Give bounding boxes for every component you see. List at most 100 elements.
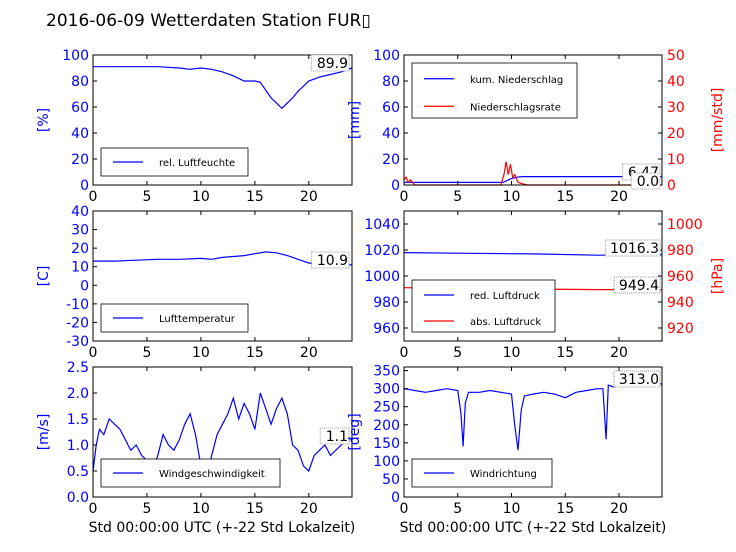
x-axis-label-left: Std 00:00:00 UTC (+-22 Std Lokalzeit) (89, 520, 356, 536)
precip-y-right-tick-label: 30 (667, 100, 685, 116)
pressure-value-annotation-2: 949.4 (619, 278, 659, 294)
humidity-x-tick-label: 20 (300, 189, 318, 205)
precip-y-tick-label: 20 (382, 152, 400, 168)
precip-x-tick-label: 15 (556, 189, 574, 205)
humidity-chart: 0 5 10 15 20 0 20 40 60 80 100 [%] 89.9 rel. Luftfeuc… (36, 48, 353, 205)
wind_speed-value-annotation: 1.1 (326, 429, 348, 445)
pressure-y-tick-label: 1040 (364, 217, 400, 233)
temperature-x-tick-label: 0 (89, 345, 98, 361)
pressure-value-annotation: 1016.3 (610, 241, 659, 257)
wind_speed-x-tick-label: 20 (300, 501, 318, 517)
precip-y-tick-label: 0 (391, 178, 400, 194)
humidity-value-annotation-box (311, 54, 350, 72)
humidity-y-axis-label: [%] (36, 108, 52, 132)
pressure-legend-label: red. Luftdruck (470, 291, 540, 302)
wind_speed-y-tick-label: 1.5 (67, 412, 89, 428)
wind_direction-x-tick-label: 20 (610, 501, 628, 517)
wind_speed-y-axis-label: [m/s] (36, 414, 52, 451)
temperature-y-axis-label: [C] (36, 266, 52, 287)
precip-legend-label: kum. Niederschlag (470, 75, 563, 86)
wind_speed-x-tick-label: 0 (89, 501, 98, 517)
precip-y-right-axis-label: [mm/std] (710, 88, 726, 153)
humidity-y-tick-label: 20 (71, 152, 89, 168)
wind_speed-x-tick-label: 10 (192, 501, 210, 517)
humidity-x-tick-label: 0 (89, 189, 98, 205)
temperature-x-tick-label: 5 (142, 345, 151, 361)
wind_direction-value-annotation: 313.0 (619, 372, 659, 388)
wind_speed-value-annotation-box (319, 427, 350, 445)
wind_direction-series-line-0 (403, 380, 663, 451)
humidity-value-annotation: 89.9 (317, 56, 348, 72)
precip-y-right-tick-label: 40 (667, 74, 685, 90)
pressure-y-tick-label: 1000 (364, 269, 400, 285)
humidity-y-tick-label: 80 (71, 74, 89, 90)
wind_direction-y-tick-label: 50 (382, 472, 400, 488)
temperature-x-tick-label: 20 (300, 345, 318, 361)
humidity-x-tick-label: 15 (246, 189, 264, 205)
wind_speed-y-tick-label: 0.0 (67, 490, 89, 506)
pressure-y-tick-label: 1020 (364, 243, 400, 259)
humidity-y-tick-label: 60 (71, 100, 89, 116)
wind_speed-y-tick-label: 2.0 (67, 386, 89, 402)
temperature-y-tick-label: -10 (66, 297, 89, 313)
precipitation-chart: 0 5 10 15 20 0 20 40 60 80 100 0 10 20 30 40 50 [mm] [mm/s… (347, 48, 726, 205)
pressure-y-tick-label: 980 (373, 295, 400, 311)
humidity-y-tick-label: 0 (80, 178, 89, 194)
pressure-y-right-tick-label: 960 (667, 269, 694, 285)
temperature-y-tick-label: 40 (71, 204, 89, 220)
wind_direction-y-tick-label: 350 (373, 364, 400, 380)
temperature-plot-frame (92, 210, 353, 342)
pressure-value-annotation-box (604, 239, 661, 257)
temperature-value-annotation-box (311, 251, 350, 269)
precip-x-tick-label: 0 (400, 189, 409, 205)
wind_speed-y-tick-label: 2.5 (67, 360, 89, 376)
precip-legend-label: Niederschlagsrate (470, 102, 561, 113)
wind_speed-y-tick-label: 0.5 (67, 464, 89, 480)
pressure-y-right-tick-label: 920 (667, 321, 694, 337)
temperature-y-tick-label: 10 (71, 260, 89, 276)
wind_direction-x-tick-label: 15 (556, 501, 574, 517)
pressure-legend-label: abs. Luftdruck (470, 317, 541, 328)
pressure-y-right-tick-label: 940 (667, 295, 694, 311)
wind_direction-value-annotation-box (613, 370, 661, 388)
precip-y-tick-label: 60 (382, 100, 400, 116)
pressure-y-right-tick-label: 1000 (667, 217, 703, 233)
wind_direction-x-tick-label: 5 (453, 501, 462, 517)
precip-y-right-tick-label: 50 (667, 48, 685, 64)
pressure-legend-box (411, 279, 556, 333)
precip-y-tick-label: 40 (382, 126, 400, 142)
wind_direction-plot-frame (403, 366, 663, 498)
humidity-plot-frame (92, 54, 353, 186)
precip-y-axis-label: [mm] (347, 101, 363, 139)
pressure-y-tick-label: 960 (373, 321, 400, 337)
wind_direction-y-axis-label: [deg] (347, 413, 363, 450)
wind_direction-y-tick-label: 150 (373, 436, 400, 452)
x-axis-label-right: Std 00:00:00 UTC (+-22 Std Lokalzeit) (400, 520, 667, 536)
wind_direction-legend-label: Windrichtung (470, 469, 537, 480)
temperature-y-tick-label: 30 (71, 223, 89, 239)
humidity-x-tick-label: 10 (192, 189, 210, 205)
temperature-y-tick-label: -20 (66, 315, 89, 331)
figure-title: 2016-06-09 Wetterdaten Station FUR▯ (46, 11, 371, 31)
temperature-legend-label: Lufttemperatur (159, 314, 236, 325)
precip-y-tick-label: 80 (382, 74, 400, 90)
pressure-x-tick-label: 10 (503, 345, 521, 361)
temperature-y-tick-label: 20 (71, 241, 89, 257)
pressure-x-tick-label: 15 (556, 345, 574, 361)
precip-x-tick-label: 10 (503, 189, 521, 205)
wind_direction-y-tick-label: 100 (373, 454, 400, 470)
precip-y-right-tick-label: 0 (667, 178, 676, 194)
humidity-x-tick-label: 5 (142, 189, 151, 205)
temperature-y-tick-label: 0 (80, 278, 89, 294)
pressure-x-tick-label: 20 (610, 345, 628, 361)
precip-value-annotation-2: 0.0 (637, 174, 659, 190)
wind_direction-y-tick-label: 250 (373, 400, 400, 416)
wind_direction-x-tick-label: 10 (503, 501, 521, 517)
precip-series-line-1 (403, 161, 662, 186)
precip-plot-frame (403, 54, 663, 186)
wind_direction-y-tick-label: 300 (373, 382, 400, 398)
pressure-x-tick-label: 5 (453, 345, 462, 361)
humidity-y-tick-label: 100 (62, 48, 89, 64)
wind_speed-x-tick-label: 5 (142, 501, 151, 517)
precip-x-tick-label: 5 (453, 189, 462, 205)
